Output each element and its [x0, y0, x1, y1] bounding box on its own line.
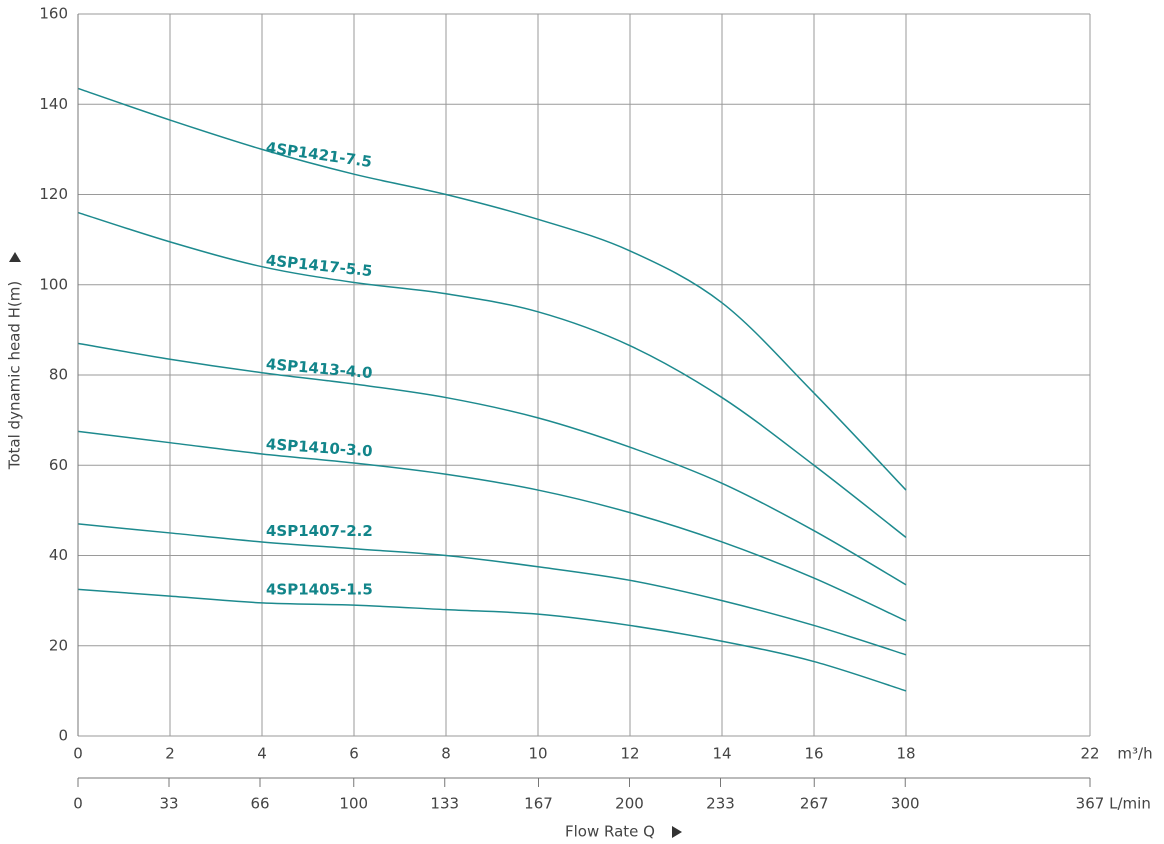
x-tick-label: 4 [257, 745, 267, 763]
y-tick-label: 100 [39, 275, 68, 293]
y-tick-label: 0 [58, 727, 68, 745]
x-tick-label: 2 [165, 745, 175, 763]
x2-tick-label: 133 [430, 795, 459, 813]
x2-tick-label: 367 [1076, 795, 1105, 813]
y-tick-label: 80 [49, 366, 68, 384]
series-label: 4SP1405-1.5 [266, 581, 373, 599]
x2-tick-label: 33 [159, 795, 178, 813]
x-tick-label: 6 [349, 745, 359, 763]
x-tick-label: 10 [528, 745, 547, 763]
y-axis-arrow [9, 252, 21, 262]
series-label: 4SP1417-5.5 [265, 251, 373, 280]
x-tick-label: 12 [620, 745, 639, 763]
x-unit: m³/h [1117, 745, 1152, 763]
series-line [77, 430, 907, 622]
x-axis-arrow [672, 826, 682, 838]
series-label: 4SP1421-7.5 [265, 138, 373, 171]
x-tick-label: 8 [441, 745, 451, 763]
y-tick-label: 20 [49, 636, 68, 654]
y-tick-label: 140 [39, 95, 68, 113]
x-tick-label: 0 [73, 745, 83, 763]
x2-unit: L/min [1109, 795, 1151, 813]
series-line [77, 342, 907, 586]
x2-tick-label: 167 [524, 795, 553, 813]
x2-tick-label: 0 [73, 795, 83, 813]
x2-tick-label: 66 [250, 795, 269, 813]
x2-tick-label: 233 [706, 795, 735, 813]
series-line [77, 588, 907, 692]
x2-tick-label: 100 [339, 795, 368, 813]
y-tick-label: 120 [39, 185, 68, 203]
series-label: 4SP1407-2.2 [266, 522, 373, 540]
series-line [77, 87, 907, 491]
x-tick-label: 14 [712, 745, 731, 763]
y-tick-label: 60 [49, 456, 68, 474]
series-line [77, 523, 907, 656]
x-tick-label: 22 [1080, 745, 1099, 763]
x-axis-title: Flow Rate Q [565, 823, 655, 841]
x2-tick-label: 200 [615, 795, 644, 813]
y-tick-label: 40 [49, 546, 68, 564]
x-tick-label: 18 [896, 745, 915, 763]
x2-tick-label: 267 [800, 795, 829, 813]
series-label: 4SP1413-4.0 [265, 355, 373, 382]
y-tick-label: 160 [39, 5, 68, 23]
series-line [77, 211, 907, 539]
x2-tick-label: 300 [891, 795, 920, 813]
y-axis-title: Total dynamic head H(m) [6, 281, 24, 471]
x-tick-label: 16 [804, 745, 823, 763]
